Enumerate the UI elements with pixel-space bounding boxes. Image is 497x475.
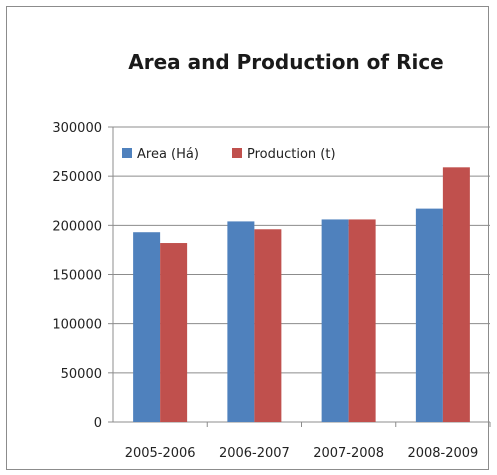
x-tick-label: 2007-2008 (313, 446, 384, 461)
legend-label: Production (t) (247, 147, 336, 162)
legend: Area (Há) Production (t) (122, 147, 336, 162)
legend-swatch (122, 148, 132, 158)
bar-area (415, 208, 443, 422)
bar-production (254, 229, 282, 422)
x-tick-labels: 2005-2006 2006-2007 2007-2008 2008-2009 (125, 446, 479, 461)
x-tick-label: 2005-2006 (125, 446, 196, 461)
bars (133, 167, 470, 422)
axes (108, 126, 491, 427)
y-tick-label: 300000 (52, 121, 102, 136)
y-tick-label: 0 (94, 416, 102, 431)
y-tick-label: 50000 (61, 367, 102, 382)
y-tick-label: 200000 (52, 219, 102, 234)
bar-area (321, 219, 349, 422)
y-tick-label: 150000 (52, 269, 102, 284)
bar-production (442, 167, 470, 422)
legend-label: Area (Há) (137, 147, 199, 162)
y-tick-label: 100000 (52, 318, 102, 333)
x-tick-label: 2008-2009 (407, 446, 478, 461)
bar-production (348, 219, 376, 422)
y-tick-label: 250000 (52, 170, 102, 185)
legend-swatch (232, 148, 242, 158)
bar-area (227, 221, 255, 422)
x-tick-label: 2006-2007 (219, 446, 290, 461)
bar-area (133, 232, 161, 422)
chart-title: Area and Production of Rice (128, 50, 444, 74)
y-tick-labels: 0 50000 100000 150000 200000 250000 300000 (52, 121, 102, 431)
bar-production (160, 243, 188, 422)
